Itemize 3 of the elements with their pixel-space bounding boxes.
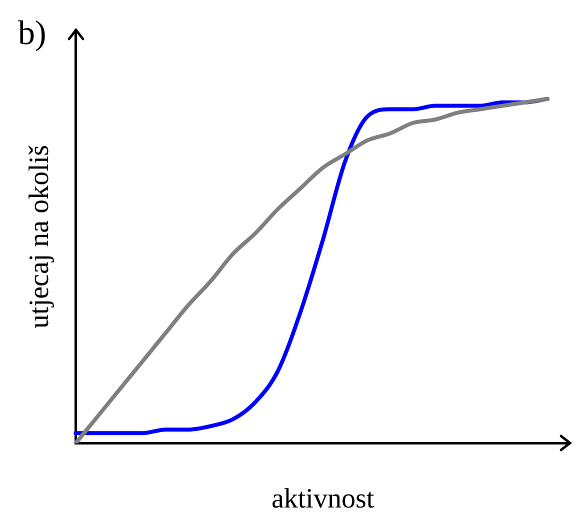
y-axis-title: utjecaj na okoliš bbox=[24, 144, 56, 328]
chart-title: b) bbox=[18, 14, 46, 52]
x-axis-title: aktivnost bbox=[271, 484, 374, 515]
